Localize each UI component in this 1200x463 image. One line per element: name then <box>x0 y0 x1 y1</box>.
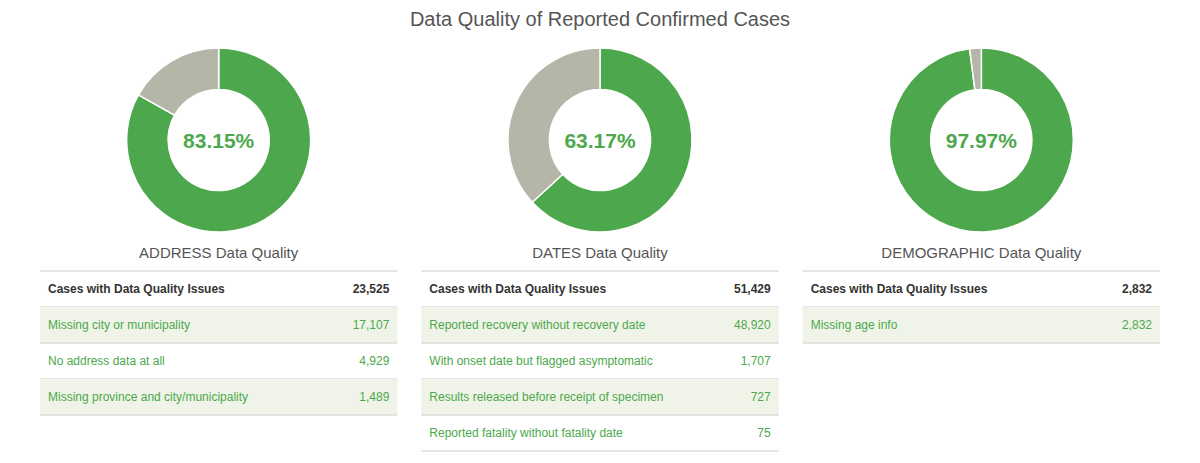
row-rule <box>421 451 778 452</box>
donut-slice <box>889 48 1073 232</box>
row-rule <box>421 343 778 344</box>
row-label: Missing province and city/municipality <box>48 390 248 404</box>
row-value: 2,832 <box>1122 318 1152 332</box>
panel: 97.97% DEMOGRAPHIC Data Quality Cases with… <box>803 48 1160 343</box>
row-label: Cases with Data Quality Issues <box>429 282 606 296</box>
center-label: 97.97% <box>946 129 1018 152</box>
row-rule <box>421 271 778 272</box>
row-label: Results released before receipt of speci… <box>429 390 663 404</box>
center-label: 63.17% <box>564 129 636 152</box>
background <box>0 0 1200 463</box>
row-value: 4,929 <box>359 354 389 368</box>
row-value: 48,920 <box>734 318 771 332</box>
row-label: Missing age info <box>811 318 898 332</box>
donut-slice <box>508 48 600 202</box>
row-shade <box>40 307 397 343</box>
row-rule <box>803 271 1160 272</box>
row-label: Reported fatality without fatality date <box>429 426 623 440</box>
donut <box>127 48 311 232</box>
row-value: 1,489 <box>359 390 389 404</box>
panel: 63.17% DATES Data Quality Cases with Data … <box>421 48 778 451</box>
row-rule <box>40 271 397 272</box>
row-value: 23,525 <box>353 282 390 296</box>
section-label: ADDRESS Data Quality <box>139 244 299 261</box>
row-rule <box>40 343 397 344</box>
row-rule <box>803 343 1160 344</box>
row-value: 17,107 <box>353 318 390 332</box>
panel: 83.15% ADDRESS Data Quality Cases with Dat… <box>40 48 397 415</box>
row-shade <box>40 379 397 415</box>
row-value: 2,832 <box>1122 282 1152 296</box>
row-value: 51,429 <box>734 282 771 296</box>
section-label: DEMOGRAPHIC Data Quality <box>881 244 1082 261</box>
donut <box>889 48 1073 232</box>
row-label: No address data at all <box>48 354 165 368</box>
figure: Data Quality of Reported Confirmed Cases… <box>0 0 1200 463</box>
row-rule <box>40 415 397 416</box>
section-label: DATES Data Quality <box>532 244 668 261</box>
row-label: Cases with Data Quality Issues <box>48 282 225 296</box>
donut-slice <box>127 48 311 232</box>
center-label: 83.15% <box>183 129 255 152</box>
title: Data Quality of Reported Confirmed Cases <box>410 8 790 30</box>
row-label: Reported recovery without recovery date <box>429 318 645 332</box>
row-value: 75 <box>757 426 771 440</box>
row-label: Missing city or municipality <box>48 318 190 332</box>
donut <box>508 48 692 232</box>
donut-slice <box>138 48 218 115</box>
row-value: 727 <box>751 390 771 404</box>
row-shade <box>421 379 778 415</box>
donut-slice <box>970 48 982 90</box>
row-rule <box>421 415 778 416</box>
row-value: 1,707 <box>741 354 771 368</box>
row-shade <box>421 307 778 343</box>
row-shade <box>803 307 1160 343</box>
row-label: Cases with Data Quality Issues <box>811 282 988 296</box>
row-label: With onset date but flagged asymptomatic <box>429 354 652 368</box>
